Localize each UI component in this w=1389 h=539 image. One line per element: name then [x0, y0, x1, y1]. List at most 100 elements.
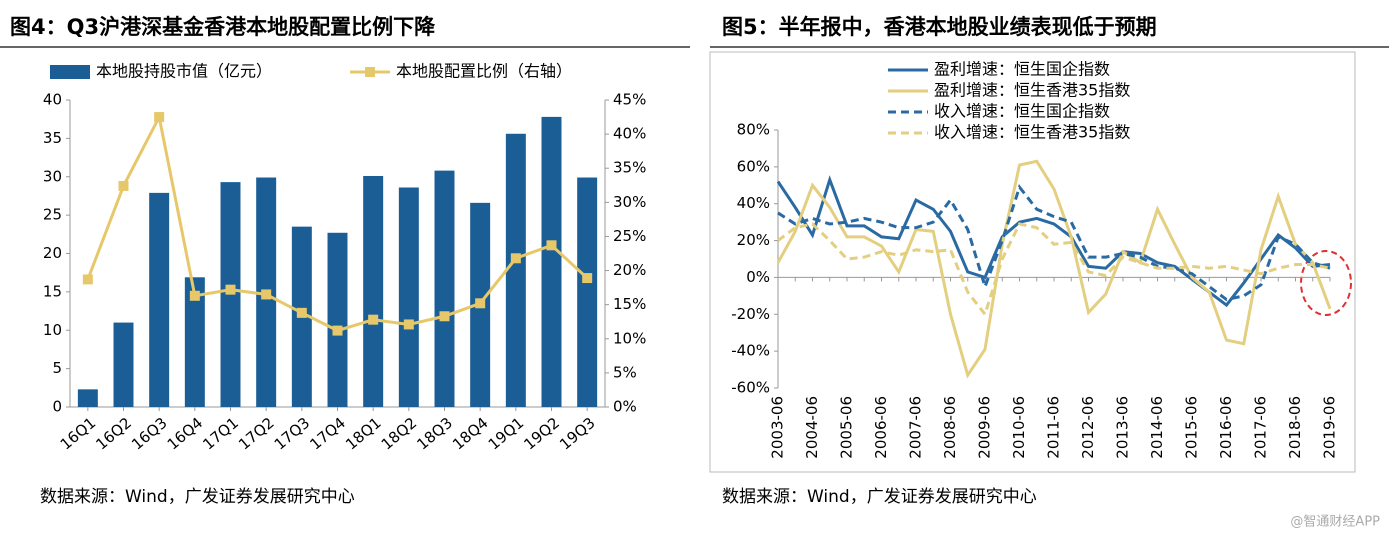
line-marker: [154, 112, 165, 123]
line-marker: [82, 274, 93, 285]
x-tick-label: 16Q1: [57, 414, 100, 454]
line-marker: [296, 307, 307, 318]
bar: [77, 389, 98, 407]
x-tick-label: 2007-06: [907, 396, 925, 459]
y-tick-label: 5: [52, 359, 62, 377]
y2-tick-label: 5%: [613, 363, 637, 381]
chart-frame: [709, 51, 1356, 473]
x-tick-label: 18Q1: [342, 414, 385, 454]
x-tick-label: 17Q1: [199, 414, 242, 454]
x-tick-label: 17Q2: [235, 414, 278, 454]
y2-tick-label: 45%: [613, 91, 646, 109]
y2-tick-label: 25%: [613, 227, 646, 245]
x-tick-label: 2015-06: [1183, 396, 1201, 459]
legend-label: 本地股持股市值（亿元）: [96, 62, 272, 81]
legend-label: 本地股配置比例（右轴）: [396, 62, 572, 81]
x-tick-label: 2013-06: [1114, 396, 1132, 459]
x-tick-label: 16Q2: [92, 414, 135, 454]
legend-label: 盈利增速：恒生香港35指数: [934, 81, 1130, 100]
y-tick-label: 0: [52, 398, 62, 416]
x-tick-label: 18Q3: [413, 414, 456, 454]
bar: [434, 170, 455, 407]
line-series: [777, 222, 1331, 318]
source-note: 数据来源：Wind，广发证券发展研究中心: [722, 487, 1037, 507]
x-tick-label: 2010-06: [1010, 396, 1028, 459]
chart-title: 图5：半年报中，香港本地股业绩表现低于预期: [722, 15, 1157, 39]
line-series: [776, 175, 1331, 308]
y2-tick-label: 35%: [613, 159, 646, 177]
legend-label: 盈利增速：恒生国企指数: [934, 60, 1110, 79]
y-tick-label: 35: [43, 129, 62, 147]
bar: [184, 277, 205, 407]
y-tick-label: 10: [43, 321, 62, 339]
line-marker: [189, 290, 200, 301]
x-tick-label: 19Q2: [520, 414, 563, 454]
y-tick-label: 40: [43, 91, 62, 109]
x-tick-label: 2006-06: [872, 396, 890, 459]
legend-label: 收入增速：恒生国企指数: [934, 102, 1110, 121]
x-tick-label: 17Q4: [306, 414, 349, 454]
y-tick-label: 40%: [737, 194, 770, 212]
line-series: [777, 183, 1331, 302]
x-tick-label: 19Q1: [485, 414, 528, 454]
line-marker: [546, 240, 557, 251]
watermark: @智通财经APP: [1290, 515, 1380, 530]
line-marker: [261, 289, 272, 300]
line-marker: [225, 284, 236, 295]
x-tick-label: 2014-06: [1148, 396, 1166, 459]
y-tick-label: -20%: [731, 305, 770, 323]
bar: [363, 175, 384, 407]
bar: [577, 177, 598, 407]
line-marker: [475, 298, 486, 309]
x-tick-label: 2012-06: [1079, 396, 1097, 459]
y-tick-label: -40%: [731, 342, 770, 360]
source-note: 数据来源：Wind，广发证券发展研究中心: [40, 487, 355, 507]
x-tick-label: 16Q4: [164, 414, 207, 454]
x-tick-label: 2019-06: [1321, 396, 1339, 459]
y-tick-label: -60%: [731, 379, 770, 397]
bar: [505, 133, 526, 407]
chart-title: 图4：Q3沪港深基金香港本地股配置比例下降: [10, 15, 436, 39]
y-tick-label: 15: [43, 282, 62, 300]
y2-tick-label: 0%: [613, 398, 637, 416]
line-marker: [510, 253, 521, 264]
y-tick-label: 0%: [746, 268, 770, 286]
x-tick-label: 18Q4: [449, 414, 492, 454]
legend-swatch: [50, 65, 90, 79]
x-tick-label: 2004-06: [803, 396, 821, 459]
x-tick-label: 2009-06: [976, 396, 994, 459]
line-marker: [118, 180, 129, 191]
x-tick-label: 2005-06: [838, 396, 856, 459]
y-tick-label: 20%: [737, 231, 770, 249]
line-marker: [368, 314, 379, 325]
bar: [113, 322, 134, 407]
x-tick-label: 2017-06: [1252, 396, 1270, 459]
bar: [398, 187, 419, 407]
y-tick-label: 60%: [737, 157, 770, 175]
x-tick-label: 19Q3: [556, 414, 599, 454]
legend-label: 收入增速：恒生香港35指数: [934, 123, 1130, 142]
line-series: [776, 159, 1332, 379]
x-tick-label: 17Q3: [271, 414, 314, 454]
y2-tick-label: 10%: [613, 329, 646, 347]
bar: [149, 192, 170, 407]
x-tick-label: 2016-06: [1217, 396, 1235, 459]
y-tick-label: 80%: [737, 121, 770, 139]
y-tick-label: 20: [43, 244, 62, 262]
x-tick-label: 2003-06: [769, 396, 787, 459]
x-tick-label: 2008-06: [941, 396, 959, 459]
y-tick-label: 25: [43, 206, 62, 224]
bar: [327, 232, 348, 407]
legend-marker: [365, 67, 375, 77]
y2-tick-label: 20%: [613, 261, 646, 279]
x-tick-label: 16Q3: [128, 414, 171, 454]
line-marker: [403, 319, 414, 330]
line-marker: [332, 325, 343, 336]
y2-tick-label: 40%: [613, 125, 646, 143]
line-marker: [439, 311, 450, 322]
x-tick-label: 18Q2: [378, 414, 421, 454]
x-tick-label: 2011-06: [1045, 396, 1063, 459]
line-marker: [582, 273, 593, 284]
y2-tick-label: 30%: [613, 193, 646, 211]
